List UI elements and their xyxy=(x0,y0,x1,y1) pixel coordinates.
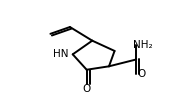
Text: NH₂: NH₂ xyxy=(133,40,153,50)
Text: O: O xyxy=(138,69,146,79)
Text: HN: HN xyxy=(53,49,69,59)
Text: O: O xyxy=(83,84,91,94)
